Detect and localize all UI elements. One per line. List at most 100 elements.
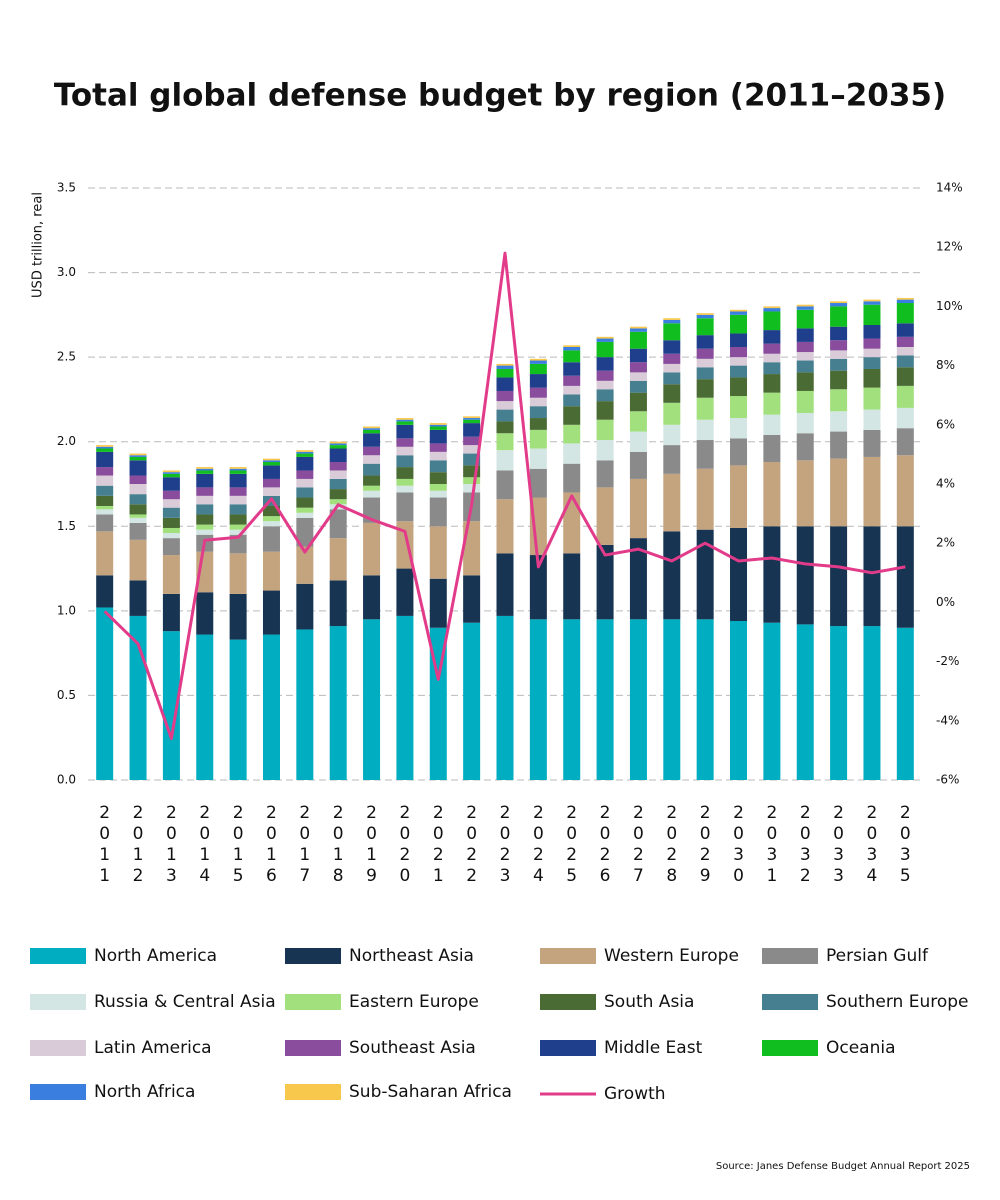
legend-swatch — [762, 994, 818, 1010]
bar-segment — [262, 521, 280, 527]
bar-segment — [329, 441, 347, 444]
bar-segment — [463, 477, 481, 484]
bar-segment — [129, 615, 147, 780]
bar-segment — [296, 487, 314, 498]
bar-segment — [262, 634, 280, 780]
bar-segment — [629, 328, 647, 332]
bar-segment — [463, 418, 481, 420]
bar-segment — [863, 299, 881, 302]
bar-segment — [629, 478, 647, 539]
bar-segment — [896, 355, 914, 368]
chart-title: Total global defense budget by region (2… — [54, 78, 946, 114]
bar-segment — [529, 555, 547, 620]
bar-segment — [629, 538, 647, 620]
bar-segment — [96, 531, 114, 576]
bar-segment — [496, 363, 514, 366]
bar-segment — [730, 333, 748, 347]
bar-segment — [363, 455, 381, 464]
bar-segment — [663, 445, 681, 474]
bar-segment — [396, 419, 414, 422]
bar-segment — [796, 304, 814, 307]
legend-label: Latin America — [94, 1038, 212, 1058]
bar-segment — [329, 448, 347, 463]
bar-segment — [463, 419, 481, 424]
bar-segment — [129, 460, 147, 476]
bar-segment — [363, 446, 381, 456]
bar-segment — [629, 380, 647, 393]
bar-segment — [129, 453, 147, 456]
bar-segment — [162, 538, 180, 556]
bar-segment — [629, 431, 647, 452]
y-axis-label: USD trillion, real — [31, 192, 46, 298]
x-tick-label: 2027 — [628, 803, 648, 887]
bar-segment — [429, 429, 447, 444]
bar-segment — [196, 473, 214, 488]
bar-segment — [162, 593, 180, 632]
bar-segment — [796, 433, 814, 461]
x-tick-label: 2034 — [862, 803, 882, 887]
bar-segment — [496, 365, 514, 369]
bar-segment — [763, 330, 781, 344]
bar-segment — [329, 489, 347, 500]
bar-segment — [162, 517, 180, 528]
bar-segment — [863, 429, 881, 457]
bar-segment — [196, 634, 214, 780]
bar-segment — [696, 619, 714, 780]
bar-segment — [229, 467, 247, 469]
bar-segment — [229, 524, 247, 530]
bar-segment — [496, 390, 514, 402]
bar-segment — [763, 374, 781, 393]
bar-segment — [730, 438, 748, 466]
x-tick-label: 2028 — [662, 803, 682, 887]
bar-segment — [463, 575, 481, 623]
x-tick-label: 2024 — [528, 803, 548, 887]
bar-segment — [830, 350, 848, 359]
bar-segment — [329, 462, 347, 471]
bar-segment — [496, 553, 514, 616]
bar-segment — [496, 433, 514, 451]
bar-segment — [496, 615, 514, 780]
bar-segment — [763, 622, 781, 780]
bar-segment — [596, 338, 614, 342]
bar-segment — [663, 319, 681, 324]
bar-segment — [396, 455, 414, 468]
legend-swatch — [762, 1040, 818, 1056]
bar-segment — [262, 590, 280, 635]
bar-segment — [830, 626, 848, 780]
bar-segment — [429, 497, 447, 527]
bar-segment — [396, 418, 414, 420]
bar-segment — [196, 487, 214, 496]
bar-segment — [196, 529, 214, 535]
bar-segment — [429, 460, 447, 473]
bar-segment — [596, 401, 614, 420]
bar-segment — [396, 438, 414, 447]
y2-tick-label: 0% — [936, 595, 955, 609]
bar-segment — [763, 308, 781, 312]
y2-tick-label: 4% — [936, 477, 955, 491]
bar-segment — [796, 412, 814, 434]
y2-tick-label: 14% — [936, 181, 963, 195]
bar-segment — [463, 423, 481, 437]
bar-segment — [529, 619, 547, 780]
bar-segment — [830, 301, 848, 304]
bar-segment — [96, 475, 114, 486]
growth-line — [103, 251, 906, 741]
x-tick-label: 2018 — [328, 803, 348, 887]
bar-segment — [329, 499, 347, 505]
bar-segment — [696, 468, 714, 530]
x-tick-label: 2033 — [829, 803, 849, 887]
y-tick-label: 1.0 — [57, 603, 76, 617]
bar-segment — [96, 575, 114, 608]
bar-segment — [229, 639, 247, 780]
bar-segment — [162, 507, 180, 518]
x-tick-label: 2012 — [128, 803, 148, 887]
bar-segment — [229, 487, 247, 496]
bar-segment — [596, 619, 614, 780]
bar-segment — [830, 431, 848, 459]
bar-segment — [363, 490, 381, 498]
bar-segment — [563, 346, 581, 351]
bar-segment — [696, 440, 714, 469]
x-tick-label: 2022 — [462, 803, 482, 887]
bar-segment — [896, 336, 914, 347]
bar-segment — [363, 433, 381, 447]
